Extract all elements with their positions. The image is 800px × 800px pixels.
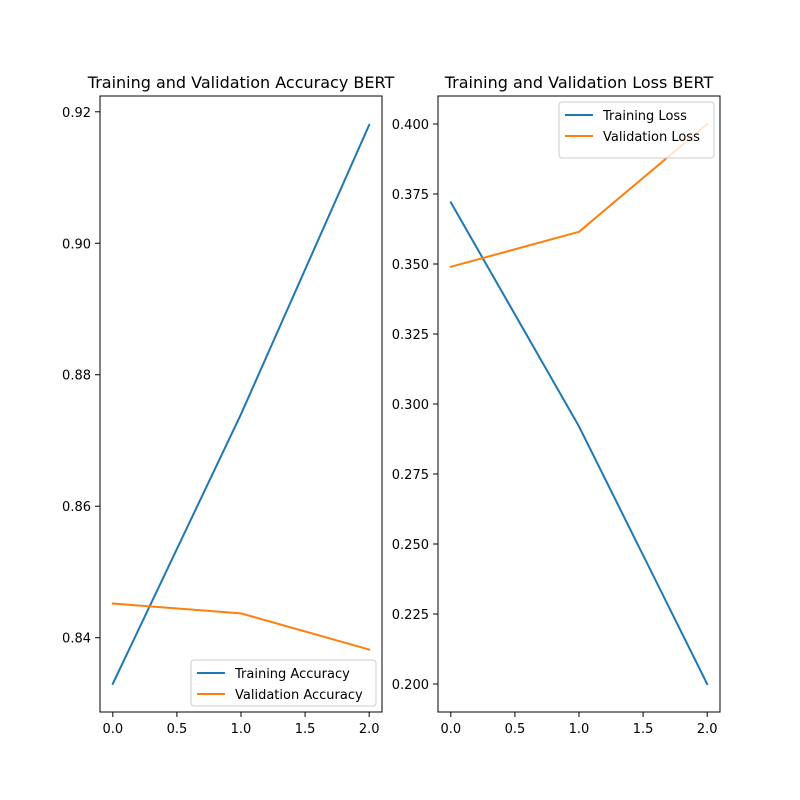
legend: Training Loss Validation Loss: [558, 101, 715, 159]
legend-box: [558, 101, 715, 159]
legend-box: [190, 659, 377, 707]
y-tick-label: 0.92: [62, 106, 91, 121]
series-line-2: [111, 602, 371, 651]
x-tick-label: 0.5: [167, 722, 188, 737]
y-tick-label: 0.90: [62, 237, 91, 252]
x-tick-label: 1.5: [633, 722, 654, 737]
legend-label: Validation Loss: [603, 130, 700, 145]
y-tick-label: 0.375: [392, 188, 429, 203]
chart-title: Training and Validation Loss BERT: [444, 73, 714, 92]
x-tick-label: 1.5: [295, 722, 316, 737]
y-tick-label: 0.250: [392, 538, 429, 553]
plot-frame: [437, 95, 721, 713]
x-tick-label: 0.0: [440, 722, 461, 737]
legend-label: Training Loss: [602, 109, 687, 124]
legend-label: Training Accuracy: [234, 667, 350, 682]
series-line-1: [111, 123, 371, 686]
series-line-2: [449, 122, 709, 269]
y-tick-label: 0.84: [62, 632, 91, 647]
x-tick-label: 1.0: [231, 722, 252, 737]
y-tick-label: 0.225: [392, 608, 429, 623]
legend-label: Validation Accuracy: [235, 688, 363, 703]
chart-panel-1: Training and Validation Accuracy BERT 0.0…: [62, 73, 394, 737]
x-tick-label: 1.0: [569, 722, 590, 737]
x-tick-label: 2.0: [359, 722, 380, 737]
y-tick-label: 0.350: [392, 258, 429, 273]
y-tick-label: 0.88: [62, 369, 91, 384]
series-line-1: [449, 201, 709, 686]
legend: Training Accuracy Validation Accuracy: [190, 659, 377, 707]
y-tick-label: 0.86: [62, 500, 91, 515]
y-tick-label: 0.325: [392, 328, 429, 343]
chart-panel-2: Training and Validation Loss BERT 0.0 0.5 1…: [392, 73, 721, 737]
x-tick-label: 0.5: [505, 722, 526, 737]
x-tick-label: 0.0: [102, 722, 123, 737]
x-tick-label: 2.0: [697, 722, 718, 737]
y-tick-label: 0.200: [392, 678, 429, 693]
chart-title: Training and Validation Accuracy BERT: [87, 73, 395, 92]
y-tick-label: 0.275: [392, 468, 429, 483]
y-tick-label: 0.400: [392, 118, 429, 133]
y-tick-label: 0.300: [392, 398, 429, 413]
